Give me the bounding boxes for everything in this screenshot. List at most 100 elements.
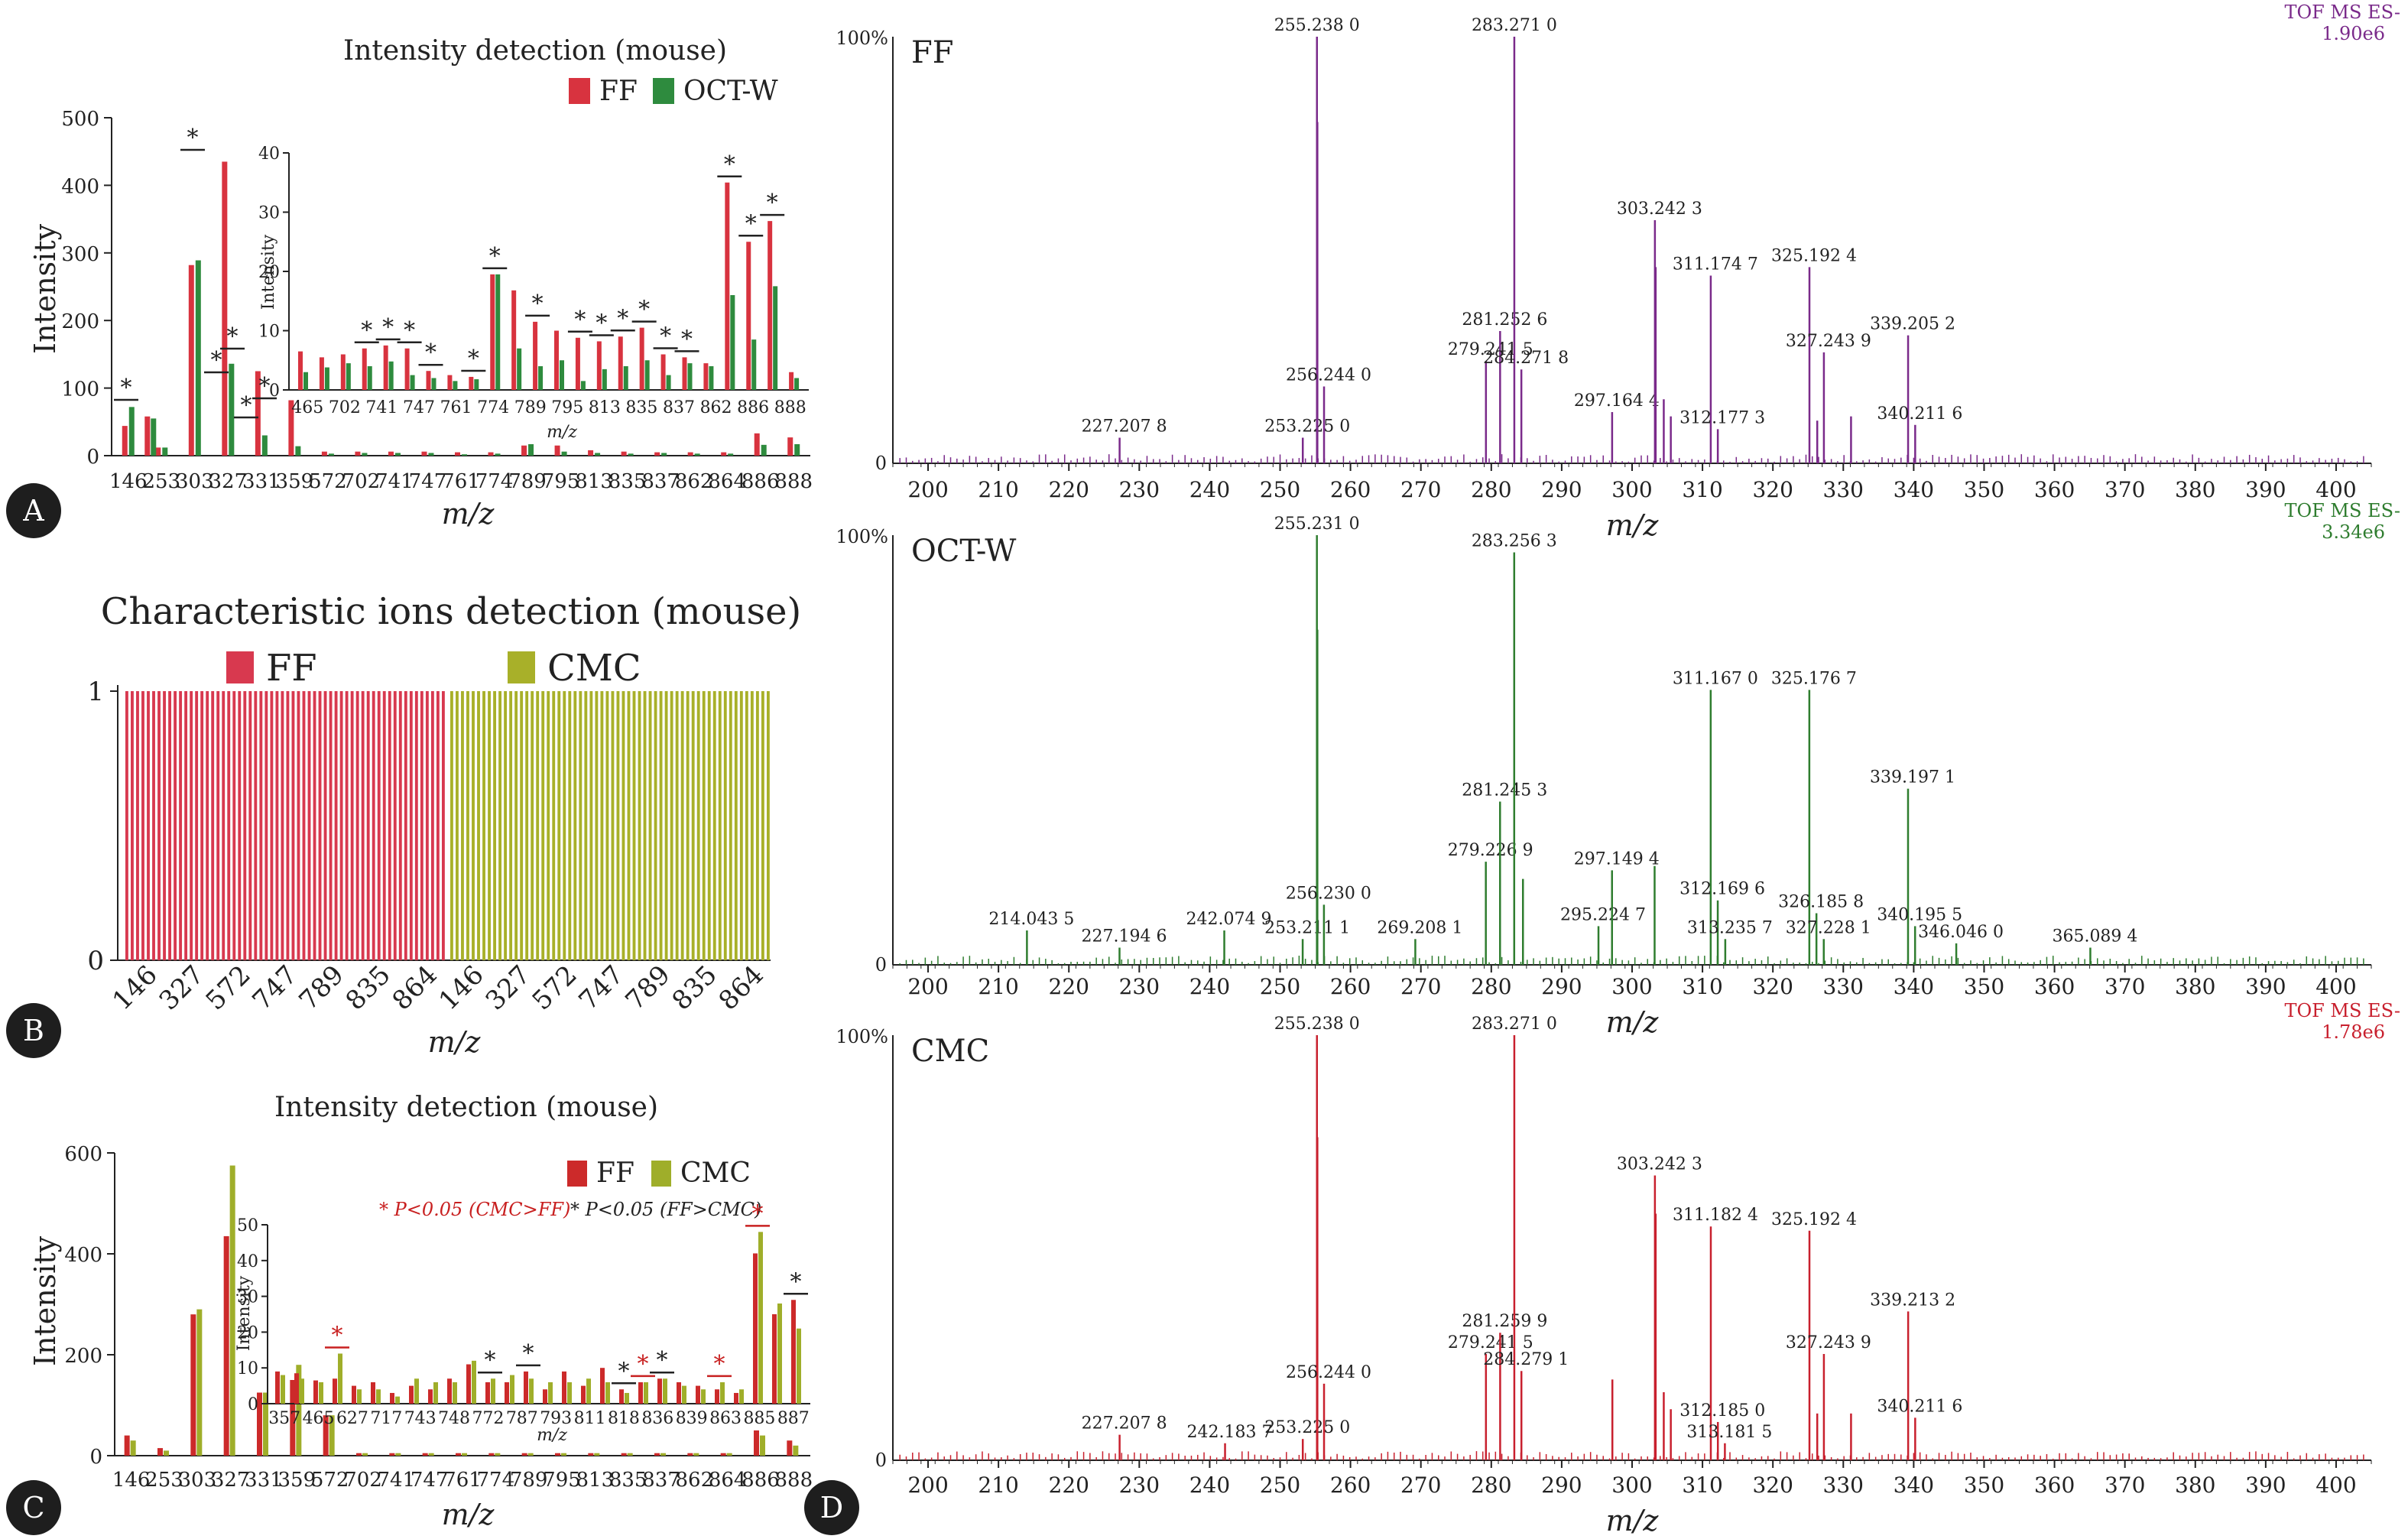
bar-cmc — [660, 1453, 666, 1456]
inset-bar-ff — [371, 1382, 375, 1404]
x-tick-label: 864 — [708, 470, 746, 493]
bar-ff — [361, 691, 365, 960]
legend-swatch-ff — [569, 78, 590, 104]
spectrum-x-tick-label: 310 — [1682, 1472, 1722, 1498]
bar-cmc — [611, 691, 615, 960]
bar-oct — [195, 260, 201, 456]
peak-label: 339.205 2 — [1870, 315, 1955, 334]
inset-bar-ff — [409, 1385, 414, 1404]
spectrum-x-tick-label: 400 — [2316, 1472, 2356, 1498]
inset-y-axis-label: Intensity — [259, 234, 278, 310]
bar-ff — [227, 691, 231, 960]
bar-oct — [561, 451, 567, 456]
peak-label: 313.181 5 — [1686, 1423, 1772, 1442]
inset-significance-star: * — [574, 307, 586, 333]
inset-significance-star: * — [617, 305, 628, 332]
inset-bar-cmc — [510, 1375, 514, 1404]
peak-label: 297.149 4 — [1574, 849, 1660, 869]
inset-significance-star-red: * — [714, 1351, 725, 1378]
inset-y-tick-label: 0 — [269, 382, 280, 401]
inset-x-tick-label: 357 — [268, 1409, 300, 1428]
x-tick-label: 702 — [344, 1469, 382, 1492]
bar-cmc — [329, 1415, 335, 1456]
bar-ff — [754, 1430, 759, 1456]
spectrum-x-tick-label: 360 — [2034, 477, 2075, 502]
inset-bar-cmc — [720, 1382, 725, 1404]
bar-cmc — [729, 691, 732, 960]
bar-cmc — [263, 1392, 268, 1456]
peak-label: 279.241 5 — [1448, 1333, 1533, 1352]
inset-significance-star: * — [638, 297, 650, 323]
y-tick-label: 1 — [87, 677, 104, 707]
inset-bar-cmc — [529, 1378, 534, 1404]
bar-ff — [389, 1453, 395, 1456]
bar-cmc — [563, 691, 566, 960]
inset-bar-ff — [340, 354, 346, 390]
spectrum-x-tick-label: 200 — [907, 974, 948, 999]
bar-cmc — [461, 691, 464, 960]
bar-oct — [128, 407, 135, 456]
bar-oct — [162, 447, 168, 456]
x-tick-label: 747 — [411, 1469, 449, 1492]
inset-x-tick-label: 863 — [709, 1409, 742, 1428]
x-tick-label: 795 — [542, 470, 580, 493]
bar-ff — [334, 691, 338, 960]
spectrum-x-tick-label: 220 — [1049, 1472, 1089, 1498]
chart-title: Intensity detection (mouse) — [274, 1092, 658, 1123]
bar-cmc — [760, 1435, 765, 1456]
panel-label: C — [22, 1491, 44, 1524]
peak-label: 227.207 8 — [1082, 417, 1167, 437]
spectrum-x-tick-label: 220 — [1049, 477, 1089, 502]
bar-oct — [261, 435, 268, 456]
bar-cmc — [594, 1453, 600, 1456]
bar-cmc — [712, 691, 716, 960]
inset-bar-oct — [431, 378, 436, 390]
bar-ff — [216, 691, 220, 960]
spectrum-x-tick-label: 380 — [2175, 477, 2215, 502]
peak-label: 283.271 0 — [1472, 1015, 1557, 1034]
inset-bar-oct — [324, 367, 329, 390]
bar-ff — [366, 691, 370, 960]
bar-ff — [355, 451, 361, 456]
inset-x-tick-label: 761 — [440, 398, 472, 417]
bar-ff — [318, 691, 322, 960]
inset-bar-ff — [746, 242, 751, 390]
bar-ff — [421, 451, 427, 456]
inset-bar-ff — [703, 363, 709, 390]
inset-y-tick-label: 30 — [258, 204, 280, 223]
x-tick-label: 835 — [667, 959, 723, 1016]
peak-label: 242.074 9 — [1186, 910, 1272, 929]
inset-y-tick-label: 10 — [258, 323, 280, 342]
peak-label: 284.271 8 — [1483, 349, 1569, 368]
inset-significance-star: * — [745, 210, 757, 237]
inset-x-tick-label: 741 — [365, 398, 398, 417]
panel-label: A — [22, 494, 44, 528]
bar-cmc — [654, 691, 657, 960]
peak-label: 255.238 0 — [1274, 1015, 1360, 1034]
peak-label: 312.185 0 — [1679, 1401, 1765, 1420]
inset-y-tick-label: 40 — [258, 144, 280, 164]
bar-ff — [124, 1435, 130, 1456]
x-tick-label: 795 — [543, 1469, 581, 1492]
bar-cmc — [466, 691, 469, 960]
inset-significance-star: * — [361, 317, 372, 344]
y-tick-label: 500 — [61, 108, 99, 131]
legend-label-ff: FF — [266, 647, 317, 690]
bar-cmc — [504, 691, 508, 960]
inset-bar-ff — [581, 1385, 586, 1404]
chart-title: Characteristic ions detection (mouse) — [101, 590, 801, 633]
bar-cmc — [745, 691, 748, 960]
spectrum-x-tick-label: 230 — [1119, 477, 1160, 502]
spectrum-x-tick-label: 270 — [1400, 974, 1441, 999]
inset-bar-ff — [660, 354, 666, 390]
peak-label: 339.197 1 — [1870, 768, 1955, 787]
bar-ff — [302, 691, 306, 960]
spectrum-top-label: 100% — [836, 28, 888, 49]
spectrum-mode: TOF MS ES- — [2284, 2, 2400, 23]
y-tick-label: 100 — [61, 378, 99, 401]
legend-label-cmc: CMC — [680, 1157, 751, 1189]
bar-ff — [588, 1453, 594, 1456]
inset-bar-cmc — [338, 1353, 342, 1404]
x-tick-label: 813 — [576, 1469, 615, 1492]
bar-cmc — [579, 691, 583, 960]
